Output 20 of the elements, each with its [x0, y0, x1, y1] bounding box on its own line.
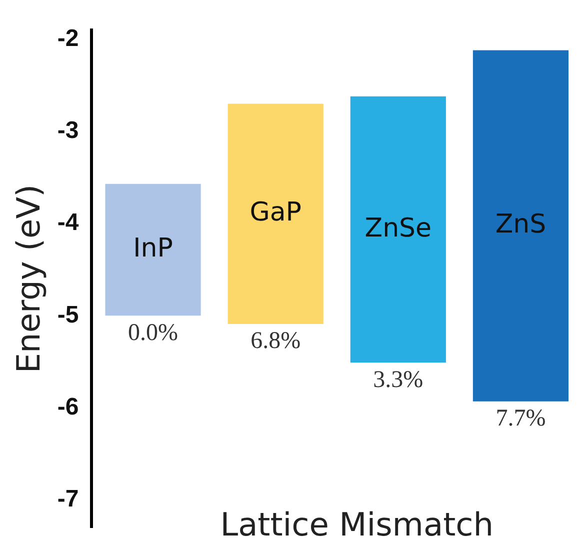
annotation: 3.3%: [373, 366, 424, 393]
x-tick-label: GaP: [250, 198, 302, 228]
y-tick-label: -3: [57, 116, 79, 144]
x-tick-label: InP: [133, 234, 173, 264]
y-tick-label: -6: [57, 393, 79, 420]
annotation: 0.0%: [128, 320, 178, 346]
bar: [105, 184, 201, 316]
bar: [228, 104, 324, 324]
bar: [350, 96, 446, 363]
annotation: 6.8%: [250, 328, 301, 354]
y-tick-label: -2: [57, 24, 79, 52]
y-tick-label: -4: [57, 209, 80, 236]
y-tick-label: -5: [57, 301, 79, 328]
x-tick-label: ZnSe: [364, 213, 432, 244]
y-tick-label: -7: [57, 486, 79, 513]
annotation: Lattice Mismatch: [220, 505, 494, 544]
y-axis-title: Energy (eV): [10, 184, 48, 374]
x-tick-label: ZnS: [495, 210, 546, 240]
bar: [472, 50, 569, 402]
annotation: 7.7%: [496, 406, 546, 432]
